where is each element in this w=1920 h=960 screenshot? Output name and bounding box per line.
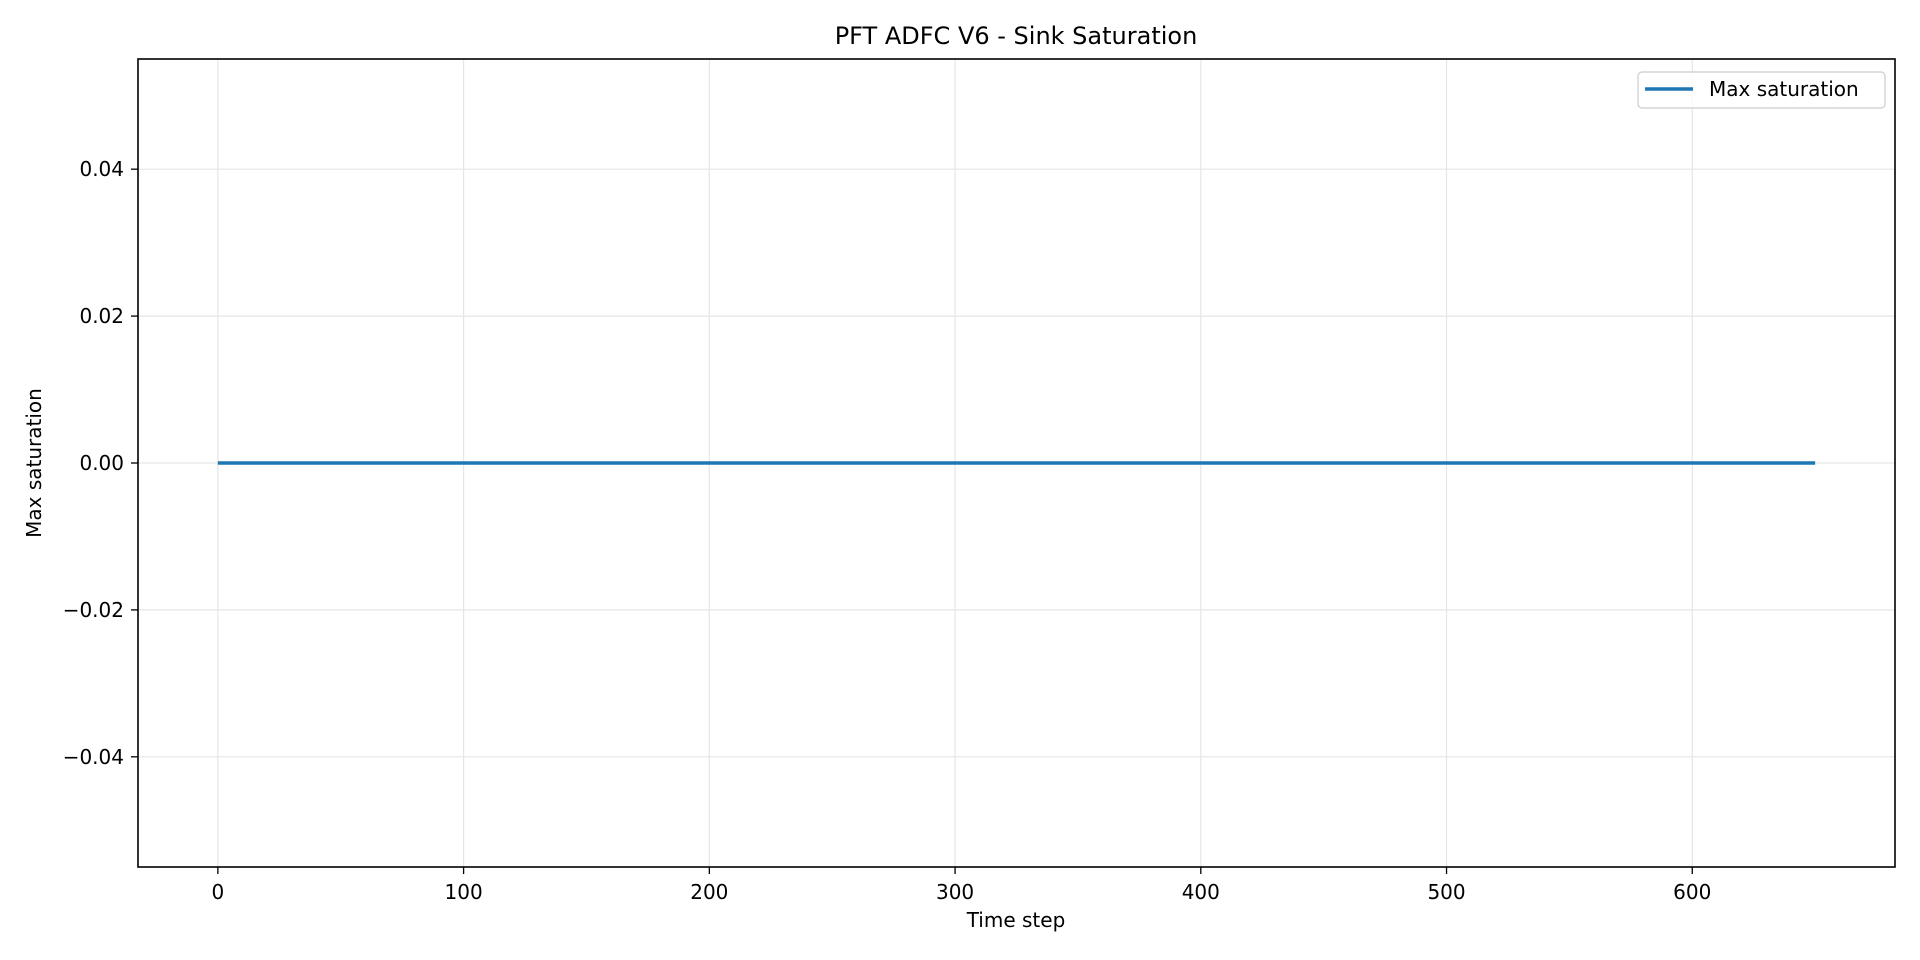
y-tick-label: 0.02 — [79, 304, 124, 328]
x-tick-label: 300 — [936, 880, 974, 904]
y-tick-label: 0.04 — [79, 157, 124, 181]
x-axis-ticks: 0 100 200 300 400 500 600 — [211, 867, 1711, 904]
chart-title: PFT ADFC V6 - Sink Saturation — [835, 22, 1198, 50]
legend: Max saturation — [1637, 71, 1886, 109]
y-tick-label: −0.02 — [63, 598, 124, 622]
y-axis-ticks: −0.04 −0.02 0.00 0.02 0.04 — [63, 157, 138, 769]
legend-label-max-saturation: Max saturation — [1709, 77, 1859, 101]
y-axis-label: Max saturation — [22, 388, 46, 538]
x-tick-label: 600 — [1673, 880, 1711, 904]
x-tick-label: 0 — [211, 880, 224, 904]
y-tick-label: −0.04 — [63, 745, 124, 769]
x-tick-label: 400 — [1182, 880, 1220, 904]
y-tick-label: 0.00 — [79, 451, 124, 475]
x-tick-label: 200 — [690, 880, 728, 904]
x-tick-label: 100 — [445, 880, 483, 904]
x-tick-label: 500 — [1427, 880, 1465, 904]
legend-box — [1637, 71, 1886, 109]
x-axis-label: Time step — [966, 908, 1066, 932]
